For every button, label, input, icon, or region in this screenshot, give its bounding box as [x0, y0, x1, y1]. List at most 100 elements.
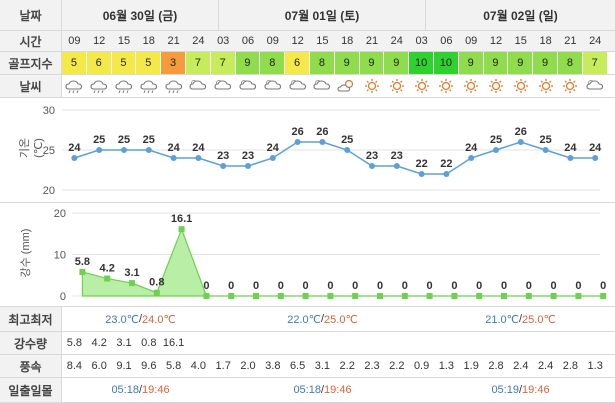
rain-point — [129, 280, 135, 287]
cloud-icon — [583, 75, 608, 97]
temp-value-label: 24 — [192, 142, 205, 154]
rain-y-tick: 10 — [54, 250, 66, 262]
rain-value-label: 0 — [228, 280, 234, 292]
temp-value-label: 24 — [564, 142, 577, 154]
weather-label: 날씨 — [0, 75, 62, 97]
sun-icon — [508, 75, 533, 97]
wind-cell: 3.1 — [314, 360, 331, 372]
cloud-icon — [236, 75, 261, 97]
golf-index-cell: 7 — [210, 52, 236, 74]
golf-index-cell: 8 — [310, 52, 335, 74]
rain-value-label: 3.1 — [124, 267, 139, 279]
golf-index-cell: 9 — [235, 52, 261, 74]
temp-value-label: 26 — [316, 126, 328, 138]
temperature-chart-row: 기온 (℃) 20 25 30 24 25 25 25 24 24 23 23 24 26 26 25 23 2… — [0, 98, 615, 203]
sun-icon — [384, 75, 409, 97]
wind-cell: 8.4 — [66, 360, 83, 372]
rain-point — [153, 289, 160, 296]
rain-point — [451, 293, 458, 299]
temp-value-label: 25 — [143, 134, 155, 146]
rain-value-label: 0 — [253, 280, 259, 292]
rain-point — [302, 293, 309, 299]
temp-point — [121, 147, 127, 153]
hour-cell: 15 — [316, 35, 329, 47]
wind-cell: 6.0 — [91, 360, 107, 372]
hour-cell: 03 — [415, 35, 428, 47]
temp-point — [71, 155, 78, 161]
day-header-3: 07월 02일 (일) — [426, 0, 615, 30]
rain-value-label: 0 — [203, 280, 209, 292]
rainfall-cell: 5.8 — [66, 337, 83, 349]
rain-value-label: 0 — [303, 280, 309, 292]
temp-point — [269, 155, 276, 161]
hour-cell: 21 — [167, 35, 180, 47]
temp-point — [195, 155, 202, 161]
min-temp: 22.0℃ — [287, 313, 321, 326]
hour-cell: 24 — [192, 35, 205, 47]
cloud-icon — [285, 75, 310, 97]
max-temp: 25.0℃ — [324, 313, 358, 326]
temp-point — [96, 147, 103, 153]
minmax-day-2: 22.0℃/25.0℃ — [287, 313, 358, 326]
golf-index-cell: 9 — [483, 52, 509, 74]
rainfall-cell: 3.1 — [116, 337, 132, 349]
cloud-icon — [310, 75, 335, 97]
temp-point — [542, 147, 549, 153]
golf-index-cell: 10 — [434, 52, 459, 74]
hour-cell: 09 — [68, 35, 81, 47]
sunrise-time: 05:18 — [111, 384, 139, 396]
temp-y-tick: 25 — [43, 145, 55, 157]
cloud-icon — [186, 75, 211, 97]
wind-cell: 1.3 — [438, 360, 455, 372]
wind-cell: 2.8 — [562, 360, 579, 372]
temp-value-label: 26 — [515, 126, 527, 138]
rain-value-label: 4.2 — [100, 263, 115, 275]
rain-point — [203, 293, 210, 299]
golf-index-cell: 7 — [186, 52, 211, 74]
sunset-time: 19:46 — [142, 384, 170, 396]
wind-cell: 2.2 — [389, 360, 405, 372]
temp-value-label: 23 — [242, 150, 254, 162]
wind-cell: 2.0 — [240, 360, 256, 372]
temp-value-label: 22 — [415, 158, 427, 170]
sun-label: 일출일몰 — [0, 378, 62, 402]
rain-point — [228, 293, 235, 299]
hour-cell: 09 — [465, 35, 478, 47]
minmax-day-3: 21.0℃/25.0℃ — [485, 313, 556, 326]
golf-index-cell: 3 — [161, 52, 186, 74]
rain-value-label: 0 — [600, 280, 606, 292]
golf-index-cell: 5 — [62, 52, 87, 74]
hour-cell: 18 — [142, 35, 155, 47]
sun-day-1: 05:18/19:46 — [111, 384, 170, 396]
temp-point — [145, 147, 152, 153]
golf-index-cell: 8 — [260, 52, 286, 74]
sunset-time: 19:46 — [522, 384, 550, 396]
sun-icon — [558, 75, 583, 97]
golf-index-cell: 10 — [409, 52, 434, 74]
cloud-rain-icon — [87, 75, 112, 97]
temp-value-label: 24 — [267, 142, 280, 154]
temp-line — [74, 141, 596, 175]
sun-icon — [459, 75, 484, 97]
cloud-rain-icon — [136, 75, 161, 97]
cloud-icon — [260, 75, 285, 97]
sunset-time: 19:46 — [324, 384, 352, 396]
wind-cell: 4.0 — [190, 360, 207, 372]
minmax-row: 최고최저 23.0℃/24.0℃ 22.0℃/25.0℃ 21.0℃/25.0℃ — [0, 307, 615, 332]
wind-cell: 2.3 — [364, 360, 380, 372]
rainfall-cell — [583, 332, 608, 354]
rain-point — [501, 293, 507, 299]
golf-index-cell: 9 — [533, 52, 558, 74]
rainfall-cell — [558, 332, 583, 354]
temp-value-label: 23 — [217, 150, 229, 162]
golf-index-row: 골프지수 5 6 5 5 3 7 7 9 8 6 8 9 9 9 10 10 9 9 9 9 8 7 — [0, 52, 615, 75]
wind-cell: 2.4 — [513, 360, 529, 372]
temp-value-label: 23 — [366, 150, 378, 162]
temp-point — [517, 139, 524, 145]
temp-point — [319, 139, 326, 145]
rain-value-label: 0 — [501, 280, 507, 292]
temp-value-label: 24 — [589, 142, 602, 154]
golf-index-cell: 9 — [384, 52, 410, 74]
cloud-rain-icon — [62, 75, 87, 97]
rain-point — [104, 275, 111, 282]
